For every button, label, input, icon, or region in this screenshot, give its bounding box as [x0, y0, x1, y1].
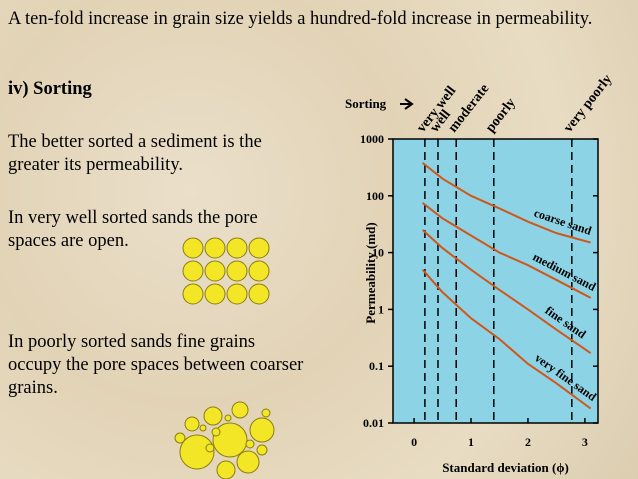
sorting-label: very poorly — [561, 72, 615, 135]
x-tick-label: 0 — [411, 435, 417, 449]
sorting-title: Sorting — [345, 96, 387, 111]
heading: iv) Sorting — [8, 79, 92, 99]
x-axis-label: Standard deviation (ϕ) — [442, 460, 569, 475]
y-tick-label: 1000 — [360, 132, 384, 146]
y-tick-label: 10 — [372, 246, 384, 260]
y-tick-label: 0.1 — [369, 359, 384, 373]
sorting-label: poorly — [483, 96, 519, 136]
series-line — [421, 162, 591, 244]
series-line — [421, 269, 592, 410]
poorly-sorted-grains — [174, 401, 275, 479]
series-line — [421, 229, 592, 354]
well-sorted-grains — [182, 237, 270, 305]
y-tick-label: 100 — [366, 189, 384, 203]
x-tick-label: 2 — [525, 435, 531, 449]
slide-title: A ten-fold increase in grain size yields… — [8, 9, 593, 29]
series-line — [421, 202, 592, 299]
paragraph: In very well sorted sands the pore space… — [8, 208, 258, 251]
x-tick-label: 1 — [468, 435, 474, 449]
y-tick-label: 0.01 — [363, 416, 384, 430]
y-axis-label: Permeability (md) — [363, 222, 378, 323]
sorting-arrow — [400, 98, 414, 110]
y-tick-label: 1 — [378, 302, 384, 316]
plot-area — [392, 138, 599, 424]
paragraph: The better sorted a sediment is the grea… — [8, 132, 262, 175]
paragraph: In poorly sorted sands fine grains occup… — [8, 332, 304, 398]
x-tick-label: 3 — [582, 435, 588, 449]
